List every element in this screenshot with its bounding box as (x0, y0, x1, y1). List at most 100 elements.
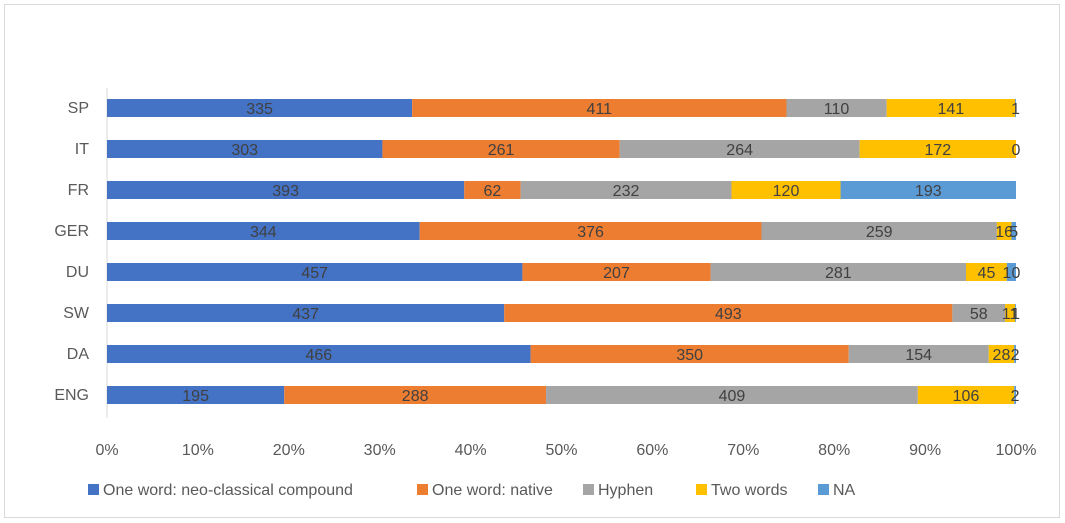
data-label-one-word-neo-classical-compound-sw: 437 (292, 306, 319, 323)
x-tick-label-4: 40% (455, 442, 487, 459)
bar-two-words-eng (917, 386, 1015, 404)
data-label-na-fr: 193 (915, 183, 942, 200)
data-label-one-word-native-it: 261 (488, 142, 515, 159)
data-label-one-word-native-sp: 411 (587, 101, 613, 118)
category-label-sp: SP (68, 100, 89, 117)
bar-hyphen-du (710, 263, 967, 281)
x-tick-label-7: 70% (727, 442, 759, 459)
legend-swatch-hyphen (583, 484, 594, 495)
bar-na-da (1014, 345, 1016, 363)
bar-one-word-neo-classical-compound-it (107, 140, 383, 158)
bar-hyphen-eng (546, 386, 918, 404)
data-label-two-words-sp: 141 (938, 101, 965, 118)
category-label-sw: SW (63, 305, 90, 322)
data-label-two-words-it: 172 (924, 142, 951, 159)
data-label-na-da: 2 (1011, 347, 1020, 364)
data-label-two-words-ger: 16 (995, 224, 1013, 241)
bar-na-ger (1011, 222, 1016, 240)
data-label-hyphen-eng: 409 (719, 388, 746, 405)
data-label-hyphen-fr: 232 (613, 183, 640, 200)
data-label-hyphen-ger: 259 (866, 224, 893, 241)
legend-swatch-na (818, 484, 829, 495)
data-label-one-word-native-da: 350 (676, 347, 703, 364)
bar-one-word-native-du (522, 263, 711, 281)
data-label-na-it: 0 (1012, 142, 1021, 159)
data-label-na-ger: 5 (1009, 224, 1018, 241)
bar-na-fr (840, 181, 1016, 199)
bar-hyphen-it (619, 140, 860, 158)
data-label-one-word-native-du: 207 (603, 265, 630, 282)
data-label-na-eng: 2 (1011, 388, 1020, 405)
bar-na-sw (1015, 304, 1016, 322)
bar-hyphen-ger (761, 222, 997, 240)
data-label-na-du: 10 (1003, 265, 1021, 282)
legend-swatch-one-word-native (417, 484, 428, 495)
data-label-two-words-da: 28 (993, 347, 1011, 364)
data-label-two-words-eng: 106 (953, 388, 980, 405)
data-label-two-words-sw: 11 (1002, 306, 1019, 323)
bar-one-word-neo-classical-compound-ger (107, 222, 420, 240)
data-label-na-sp: 1 (1011, 101, 1020, 118)
x-tick-label-2: 20% (273, 442, 305, 459)
data-label-one-word-native-sw: 493 (715, 306, 742, 323)
bar-hyphen-da (848, 345, 989, 363)
data-label-one-word-neo-classical-compound-du: 457 (301, 265, 328, 282)
x-tick-label-10: 100% (996, 442, 1037, 459)
legend-label-one-word-native: One word: native (432, 482, 553, 499)
data-label-hyphen-du: 281 (825, 265, 852, 282)
bar-one-word-native-fr (464, 181, 521, 199)
legend-swatch-two-words (696, 484, 707, 495)
bar-two-words-sw (1005, 304, 1016, 322)
bar-one-word-native-sw (504, 304, 953, 322)
category-label-fr: FR (68, 182, 89, 199)
chart-area (4, 4, 1060, 518)
bar-one-word-neo-classical-compound-du (107, 263, 523, 281)
bar-one-word-native-ger (419, 222, 762, 240)
x-tick-label-6: 60% (636, 442, 668, 459)
data-label-one-word-native-ger: 376 (577, 224, 604, 241)
bar-two-words-du (966, 263, 1007, 281)
bar-one-word-native-it (382, 140, 620, 158)
bar-two-words-fr (731, 181, 841, 199)
category-label-it: IT (75, 141, 89, 158)
x-tick-label-0: 0% (95, 442, 118, 459)
bar-one-word-neo-classical-compound-fr (107, 181, 465, 199)
bar-one-word-neo-classical-compound-sw (107, 304, 505, 322)
x-tick-label-8: 80% (818, 442, 850, 459)
data-label-two-words-fr: 120 (773, 183, 800, 200)
category-label-du: DU (66, 264, 89, 281)
x-tick-label-9: 90% (909, 442, 941, 459)
bar-na-eng (1014, 386, 1016, 404)
data-label-one-word-neo-classical-compound-eng: 195 (182, 388, 209, 405)
bar-two-words-sp (886, 99, 1016, 117)
legend-label-hyphen: Hyphen (598, 482, 653, 499)
data-label-hyphen-it: 264 (726, 142, 753, 159)
bar-two-words-da (988, 345, 1015, 363)
x-tick-label-3: 30% (364, 442, 396, 459)
bar-two-words-ger (996, 222, 1012, 240)
legend-swatch-one-word-neo-classical-compound (88, 484, 99, 495)
bar-hyphen-sp (786, 99, 887, 117)
bar-na-sp (1015, 99, 1016, 117)
bar-hyphen-fr (520, 181, 732, 199)
bar-one-word-neo-classical-compound-sp (107, 99, 413, 117)
bar-one-word-native-eng (284, 386, 547, 404)
legend-label-na: NA (833, 482, 856, 499)
data-label-one-word-neo-classical-compound-ger: 344 (250, 224, 277, 241)
bar-hyphen-sw (952, 304, 1006, 322)
bar-one-word-neo-classical-compound-eng (107, 386, 285, 404)
bar-one-word-native-sp (412, 99, 787, 117)
data-label-one-word-neo-classical-compound-it: 303 (231, 142, 258, 159)
data-label-na-sw: 1 (1011, 306, 1020, 323)
category-label-ger: GER (54, 223, 89, 240)
data-label-one-word-neo-classical-compound-da: 466 (305, 347, 332, 364)
category-label-eng: ENG (54, 387, 89, 404)
data-label-one-word-native-fr: 62 (484, 183, 502, 200)
data-label-hyphen-da: 154 (905, 347, 932, 364)
data-label-one-word-native-eng: 288 (402, 388, 429, 405)
data-label-hyphen-sp: 110 (824, 101, 850, 118)
data-label-hyphen-sw: 58 (970, 306, 988, 323)
legend-label-two-words: Two words (711, 482, 787, 499)
bar-one-word-native-da (530, 345, 849, 363)
